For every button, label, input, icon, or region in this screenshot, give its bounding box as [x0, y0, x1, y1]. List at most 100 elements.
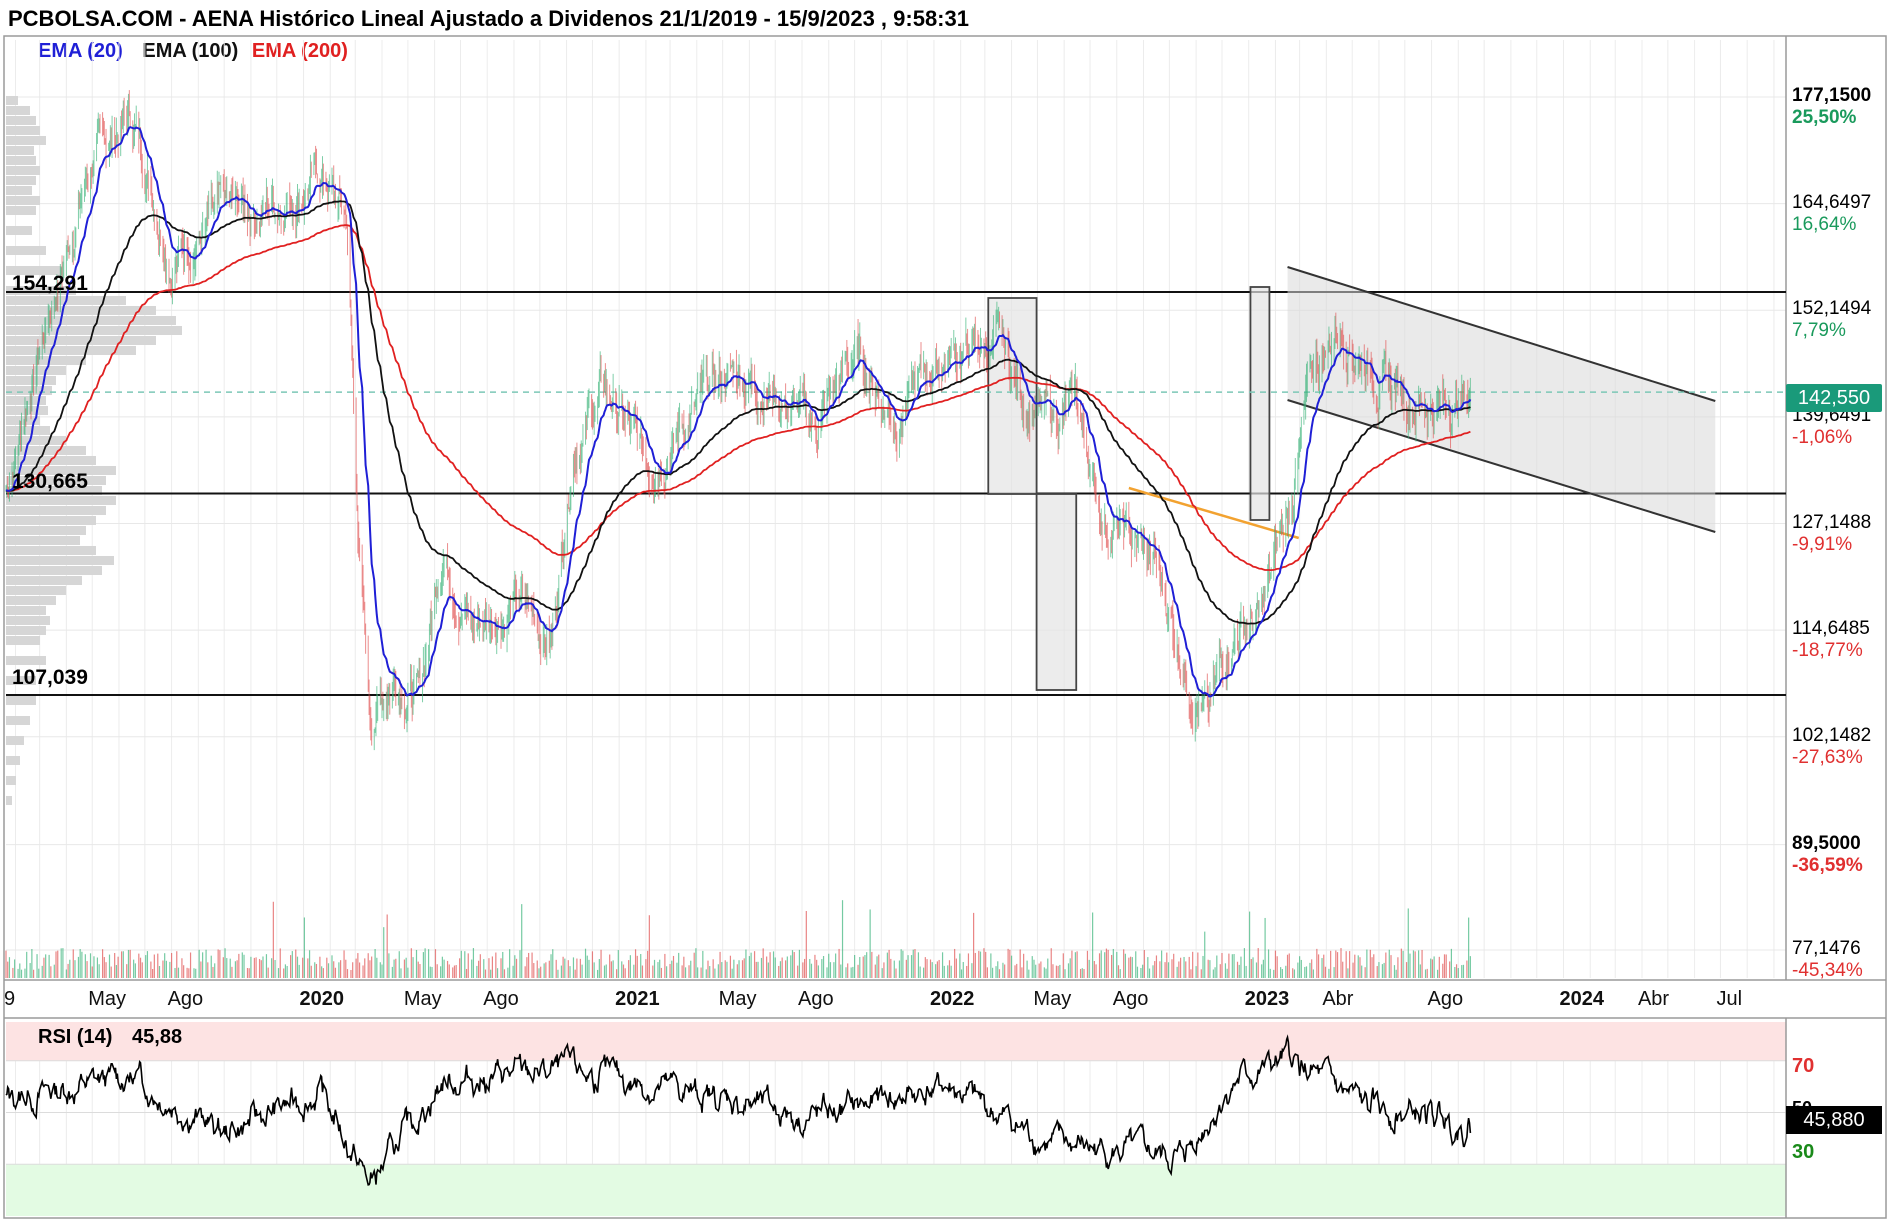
- time-tick-month: May: [88, 988, 127, 1010]
- price-tick-value: 127,1488: [1792, 511, 1872, 533]
- orange-trendline: [1128, 486, 1300, 540]
- ema-legend: EMA (20) EMA (100) EMA (200): [38, 40, 348, 63]
- price-axis: 177,1500 25,50% 164,6497 16,64% 152,1494 7,79…: [1792, 0, 1888, 990]
- price-tick-pct: -27,63%: [1792, 746, 1863, 768]
- volume-profile-bar: [6, 436, 66, 445]
- rsi-line: [5, 1034, 1472, 1186]
- volume-profile-bar: [6, 486, 102, 495]
- volume-profile-bar: [6, 126, 40, 135]
- volume-profile-bar: [6, 466, 116, 475]
- volume-profile-bar: [6, 716, 30, 725]
- price-tick-value: 152,1494: [1792, 298, 1872, 320]
- ema100-line: [5, 200, 1471, 625]
- time-tick-month: Abr: [1322, 988, 1354, 1010]
- price-tick-pct: -36,59%: [1792, 854, 1863, 876]
- price-tick-pct: 16,64%: [1792, 213, 1857, 235]
- ema20-line: [5, 126, 1472, 698]
- volume-profile-bar: [6, 426, 50, 435]
- volume-profile-bar: [6, 176, 36, 185]
- price-tick-pct: -9,91%: [1792, 533, 1853, 555]
- volume-profile-bar: [6, 286, 76, 295]
- volume-profile-bar: [6, 226, 32, 235]
- rsi-oversold-zone: [6, 1164, 1786, 1216]
- time-tick-month: 9: [4, 988, 16, 1010]
- volume-profile-bar: [6, 266, 62, 275]
- time-tick-month: Ago: [1427, 988, 1464, 1010]
- time-tick-year: 2024: [1559, 988, 1605, 1010]
- channel-upper-line: [1287, 266, 1716, 402]
- volume-profile-bar: [6, 736, 24, 745]
- volume-profile-bar: [6, 346, 136, 355]
- level-label-high: 154,291: [12, 272, 88, 295]
- volume-profile-bar: [6, 756, 20, 765]
- channel-fill: [1287, 267, 1716, 532]
- volume-profile-bar: [6, 166, 40, 175]
- price-tick-value: 77,1476: [1792, 938, 1861, 959]
- volume-profile-bar: [6, 106, 30, 115]
- volume-profile-bar: [6, 416, 40, 425]
- time-tick-year: 2022: [929, 988, 975, 1010]
- volume-profile-bar: [6, 536, 80, 545]
- level-label-mid: 130,665: [12, 470, 88, 493]
- time-axis: 9 May Ago 2020 May Ago 2021 May Ago 2022 May Ago 202…: [0, 988, 1790, 1018]
- time-tick-year: 2020: [299, 988, 345, 1010]
- time-tick-month: May: [718, 988, 757, 1010]
- rsi-oversold-label: 30: [1792, 1141, 1815, 1163]
- time-tick-year: 2021: [615, 988, 660, 1010]
- volume-profile-bar: [6, 336, 156, 345]
- volume-profile-bar: [6, 136, 46, 145]
- volume-profile-bar: [6, 186, 32, 195]
- rsi-last-badge: 45,880: [1786, 1106, 1882, 1134]
- time-tick-month: Jul: [1716, 988, 1743, 1010]
- last-price-badge: 142,550: [1786, 384, 1882, 412]
- price-plot-area: [4, 36, 1886, 1019]
- gap-box-2: [1249, 286, 1271, 521]
- volume-profile-bar: [6, 636, 40, 645]
- time-tick-month: Ago: [483, 988, 519, 1010]
- volume-profile-bar: [6, 506, 106, 515]
- volume-profile-bar: [6, 616, 50, 625]
- volume-profile-bar: [6, 196, 40, 205]
- volume-profile-bar: [6, 556, 114, 565]
- volume-profile-bar: [6, 396, 46, 405]
- time-tick-month: Ago: [797, 988, 834, 1010]
- price-tick-pct: -45,34%: [1792, 960, 1863, 981]
- volume-profile-bar: [6, 546, 96, 555]
- price-tick-pct: -1,06%: [1792, 426, 1853, 448]
- volume-profile-bar: [6, 606, 46, 615]
- volume-profile-bar: [6, 656, 46, 665]
- price-tick-value: 89,5000: [1792, 832, 1861, 854]
- chart-frame: [3, 35, 1887, 1219]
- volume-profile-bar: [6, 596, 56, 605]
- rsi-overbought-zone: [6, 1022, 1786, 1061]
- ema200-line: [5, 224, 1471, 571]
- channel-lower-line: [1287, 399, 1716, 533]
- volume-profile-bar: [6, 696, 36, 705]
- price-tick-value: 164,6497: [1792, 191, 1872, 213]
- volume-profile-bar: [6, 626, 46, 635]
- volume-profile-bar: [6, 576, 82, 585]
- price-tick-value: 102,1482: [1792, 724, 1872, 746]
- volume-profile-bar: [6, 146, 34, 155]
- volume-profile-bar: [6, 156, 36, 165]
- rsi-title: RSI (14): [38, 1026, 113, 1048]
- volume-profile-bar: [6, 796, 12, 805]
- time-tick-month: May: [1033, 988, 1072, 1010]
- volume-profile-bar: [6, 676, 36, 685]
- volume-profile-bar: [6, 776, 16, 785]
- time-tick-month: Abr: [1637, 988, 1670, 1010]
- level-label-low: 107,039: [12, 666, 88, 689]
- rsi-current-value: 45,88: [132, 1026, 183, 1048]
- volume-profile-bar: [6, 376, 56, 385]
- rsi-plot-area: [5, 1018, 1787, 1218]
- legend-ema100: EMA (100): [142, 40, 239, 62]
- price-tick-value: 114,6485: [1792, 618, 1870, 640]
- volume-profile-bar: [6, 316, 176, 325]
- volume-profile-bar: [6, 586, 66, 595]
- price-tick-value: 177,1500: [1792, 85, 1872, 106]
- legend-ema200: EMA (200): [251, 40, 348, 62]
- volume-profile-bar: [6, 356, 86, 365]
- volume-profile-bar: [6, 496, 116, 505]
